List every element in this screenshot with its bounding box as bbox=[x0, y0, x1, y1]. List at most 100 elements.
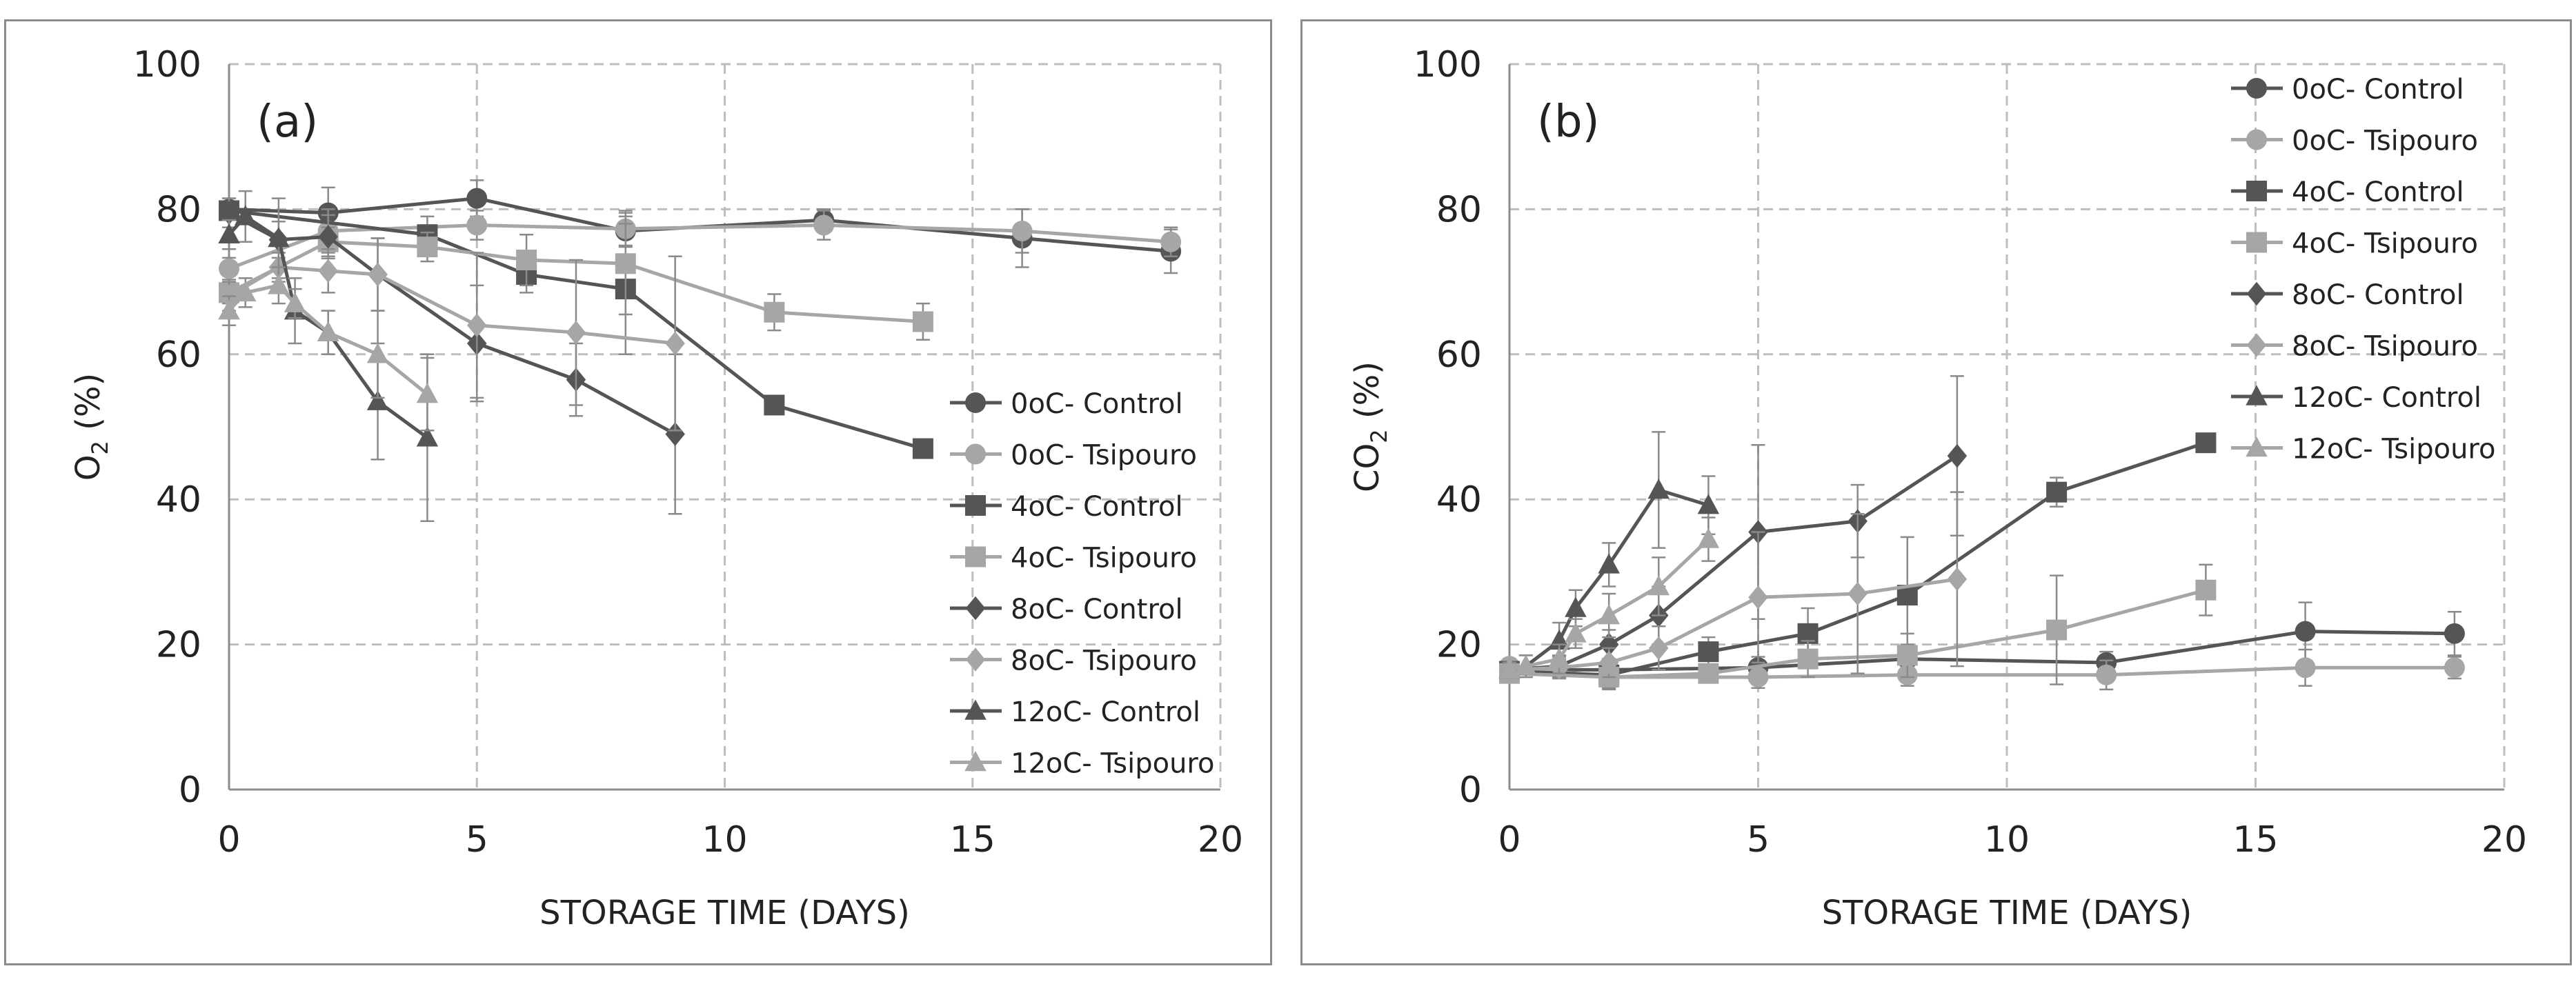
chart-b-legend-label: 4oC- Control bbox=[2292, 177, 2464, 208]
chart-a-data-point bbox=[284, 292, 306, 312]
chart-a-data-point bbox=[764, 301, 785, 323]
chart-b-data-point bbox=[1797, 648, 1819, 670]
chart-b-legend-label: 0oC- Control bbox=[2292, 74, 2464, 106]
chart-a-legend-label: 4oC- Tsipouro bbox=[1011, 543, 1197, 574]
chart-a-data-point bbox=[912, 311, 933, 332]
chart-b-data-point bbox=[2195, 432, 2217, 454]
chart-a-svg: 0 20 40 60 80 100 0 5 10 15 20 STORAGE TIME (DAYS) O… bbox=[69, 44, 1243, 932]
chart-b-data-point bbox=[2046, 481, 2068, 503]
chart-a-legend-marker bbox=[965, 392, 986, 413]
chart-a-data-point bbox=[368, 262, 388, 287]
chart-b-data-point bbox=[1598, 604, 1620, 625]
chart-b-data-point bbox=[1598, 650, 1619, 675]
chart-b-x-tick-label: 5 bbox=[1747, 819, 1770, 861]
chart-b-x-tick-label: 0 bbox=[1498, 819, 1520, 861]
chart-b-series-3 bbox=[1499, 563, 2217, 689]
chart-a-x-axis-title: STORAGE TIME (DAYS) bbox=[539, 894, 910, 932]
chart-b-y-tick-label: 20 bbox=[1436, 625, 1482, 666]
chart-b-data-point bbox=[2295, 621, 2316, 642]
chart-a-data-point bbox=[416, 426, 439, 447]
chart-a-series-7 bbox=[218, 266, 439, 432]
chart-a-legend-marker bbox=[965, 546, 986, 568]
chart-a-data-point bbox=[466, 188, 488, 209]
chart-b-legend: 0oC- Control 0oC- Tsipouro 4oC- Control 4oC… bbox=[2231, 74, 2495, 465]
chart-b-legend-marker bbox=[2246, 181, 2267, 201]
chart-b-series-5 bbox=[1499, 491, 1968, 682]
chart-a-data-point bbox=[764, 394, 785, 416]
chart-a-legend-label: 12oC- Control bbox=[1011, 696, 1200, 728]
chart-a-x-tick-label: 5 bbox=[466, 819, 488, 861]
chart-a-legend-marker bbox=[965, 495, 986, 516]
chart-a-legend-marker bbox=[964, 699, 987, 720]
chart-a-data-point bbox=[566, 320, 586, 345]
chart-b-data-point bbox=[1647, 479, 1670, 499]
chart-a-data-point bbox=[467, 313, 487, 337]
chart-b-x-tick-label: 15 bbox=[2232, 819, 2278, 861]
chart-b-legend-marker bbox=[2246, 333, 2267, 357]
chart-b-data-point bbox=[1698, 641, 1719, 663]
chart-b-data-point bbox=[2195, 579, 2217, 601]
chart-a-data-point bbox=[417, 237, 438, 258]
chart-a-y-axis-title: O2 (%) bbox=[69, 373, 113, 481]
chart-b-gridlines bbox=[1509, 63, 2506, 790]
chart-b-data-point bbox=[1515, 654, 1537, 675]
chart-b-data-point bbox=[1649, 636, 1669, 661]
chart-a-legend-label: 12oC- Tsipouro bbox=[1011, 748, 1214, 780]
chart-b-data-point bbox=[1565, 622, 1587, 643]
chart-a-data-point bbox=[268, 226, 290, 248]
chart-a-data-point bbox=[218, 299, 240, 320]
chart-b-panel-label: (b) bbox=[1537, 97, 1600, 148]
chart-b-legend-marker bbox=[2246, 78, 2267, 99]
chart-a-legend-label: 8oC- Tsipouro bbox=[1011, 645, 1197, 677]
chart-a-data-point bbox=[516, 250, 537, 271]
chart-b-legend-marker bbox=[2246, 385, 2268, 405]
chart-a-data-point bbox=[234, 281, 257, 302]
chart-a-x-tick-label: 15 bbox=[950, 819, 995, 861]
chart-a-data-point bbox=[912, 438, 933, 459]
chart-panel-a: 0 20 40 60 80 100 0 5 10 15 20 STORAGE TIME (DAYS) O… bbox=[4, 19, 1272, 965]
chart-a-y-tick-label: 100 bbox=[133, 44, 201, 86]
chart-b-data-point bbox=[2444, 657, 2465, 679]
chart-a-legend-marker bbox=[965, 443, 986, 465]
chart-a-legend-marker bbox=[965, 647, 986, 672]
chart-b-data-point bbox=[2444, 623, 2465, 644]
chart-b-svg: 0 20 40 60 80 100 0 5 10 15 20 STORAGE TIME (DAYS) C… bbox=[1348, 44, 2527, 932]
chart-a-data-point bbox=[366, 343, 389, 363]
chart-a-data-point bbox=[218, 223, 240, 243]
chart-b-x-tick-label: 20 bbox=[2481, 819, 2527, 861]
chart-b-data-point bbox=[1698, 663, 1719, 684]
chart-a-legend-label: 0oC- Tsipouro bbox=[1011, 440, 1197, 472]
chart-b-y-tick-label: 80 bbox=[1436, 189, 1482, 230]
chart-b-y-tick-label: 0 bbox=[1459, 770, 1482, 811]
chart-a-data-point bbox=[813, 214, 835, 236]
chart-b-data-point bbox=[1565, 596, 1587, 617]
chart-a-data-point bbox=[366, 390, 389, 410]
chart-panel-b: 0 20 40 60 80 100 0 5 10 15 20 STORAGE TIME (DAYS) C… bbox=[1300, 19, 2572, 965]
chart-b-y-axis-title: CO2 (%) bbox=[1348, 361, 1392, 492]
chart-b-data-point bbox=[2046, 619, 2068, 641]
chart-a-data-point bbox=[268, 274, 290, 294]
chart-a-data-point bbox=[665, 331, 685, 356]
chart-b-legend-marker bbox=[2246, 281, 2267, 306]
chart-a-legend: 0oC- Control 0oC- Tsipouro 4oC- Control 4oC… bbox=[950, 388, 1214, 780]
chart-a-gridlines bbox=[229, 63, 1222, 790]
chart-a-legend-label: 0oC- Control bbox=[1011, 388, 1183, 420]
chart-b-data-point bbox=[1747, 666, 1769, 687]
chart-a-legend-marker bbox=[965, 596, 986, 621]
chart-b-y-tick-label: 60 bbox=[1436, 334, 1482, 376]
chart-b-x-tick-label: 10 bbox=[1984, 819, 2030, 861]
chart-b-data-point bbox=[1896, 645, 1918, 666]
chart-a-y-tick-label: 40 bbox=[156, 479, 201, 521]
chart-b-legend-label: 8oC- Control bbox=[2292, 279, 2464, 311]
chart-a-data-point bbox=[234, 205, 257, 225]
chart-a-y-tick-label: 80 bbox=[156, 189, 201, 230]
chart-a-y-tick-label: 60 bbox=[156, 334, 201, 376]
chart-b-legend-label: 12oC- Control bbox=[2292, 382, 2481, 414]
chart-a-x-tick-label: 20 bbox=[1198, 819, 1243, 861]
chart-b-data-point bbox=[1847, 581, 1867, 606]
chart-a-legend-marker bbox=[964, 751, 987, 772]
chart-b-data-point bbox=[1697, 494, 1720, 514]
chart-a-data-point bbox=[317, 321, 339, 341]
chart-a-y-tick-label: 0 bbox=[179, 770, 201, 811]
chart-b-data-point bbox=[2096, 664, 2117, 685]
